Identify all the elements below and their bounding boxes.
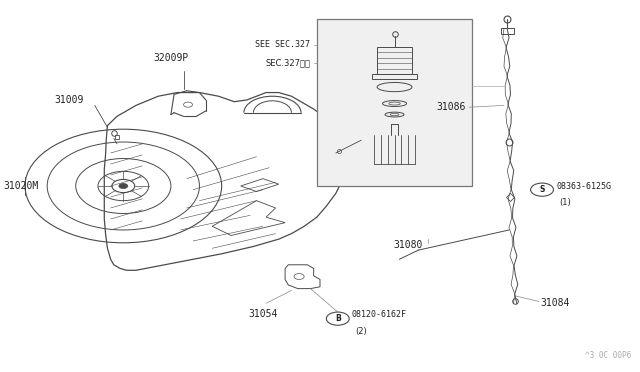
Text: 31080: 31080 (393, 240, 422, 250)
Bar (377, 47, 412, 74)
Text: 31009: 31009 (55, 95, 84, 105)
Text: SEC.327参照: SEC.327参照 (266, 59, 310, 68)
Text: SEE SEC.327: SEE SEC.327 (255, 41, 310, 49)
Bar (317, 19, 472, 186)
Bar (372, 74, 417, 78)
Text: (2): (2) (355, 327, 367, 336)
Text: 31084: 31084 (540, 298, 570, 308)
Text: 31054: 31054 (248, 309, 278, 319)
Text: 08120-6162F: 08120-6162F (352, 311, 407, 320)
Text: 31020M: 31020M (3, 181, 38, 191)
Text: (1): (1) (559, 198, 571, 207)
Text: 08363-6125G: 08363-6125G (556, 182, 611, 190)
Circle shape (119, 183, 128, 189)
Text: ^3 0C 00P6: ^3 0C 00P6 (584, 351, 631, 360)
Text: 31086: 31086 (436, 102, 466, 112)
Text: S: S (540, 185, 545, 194)
Text: 32009P: 32009P (154, 53, 189, 63)
Text: B: B (335, 314, 340, 323)
Bar (501, 28, 513, 34)
